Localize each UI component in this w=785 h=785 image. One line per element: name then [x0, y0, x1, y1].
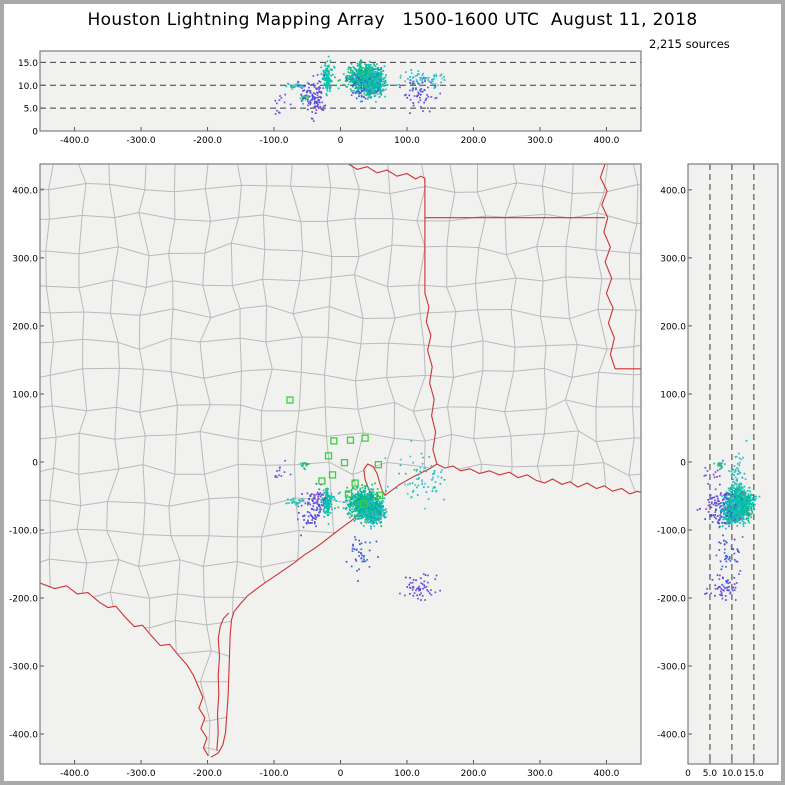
axis-ticks-and-labels: -400.0 -300.0 -200.0 -100.0 0 100.0 200.0 300.0… [18, 59, 620, 146]
svg-text:400.0: 400.0 [660, 186, 686, 196]
state-border-laguna-madre-shore [216, 612, 230, 751]
page-title: Houston Lightning Mapping Array 1500-160… [87, 10, 698, 30]
plot-frame [687, 163, 779, 765]
svg-text:100.0: 100.0 [660, 390, 686, 400]
station-marker [340, 458, 349, 467]
svg-text:15.0: 15.0 [18, 59, 38, 69]
svg-text:-400.0: -400.0 [657, 731, 686, 741]
svg-text:100.0: 100.0 [12, 390, 38, 400]
lightning-points-layer [274, 55, 446, 122]
station-marker [351, 479, 359, 487]
state-border-texas-east-border [424, 178, 438, 465]
svg-text:15.0: 15.0 [744, 769, 764, 779]
county-lines-layer [40, 164, 641, 758]
svg-text:-300.0: -300.0 [127, 769, 156, 779]
dashed-gridlines [40, 61, 641, 109]
svg-text:-400.0: -400.0 [60, 769, 89, 779]
svg-text:100.0: 100.0 [394, 769, 420, 779]
svg-text:0: 0 [685, 769, 691, 779]
state-border-red-river [348, 164, 426, 180]
data-layer [40, 164, 641, 758]
svg-text:300.0: 300.0 [527, 769, 553, 779]
sources-count-label: 2,215 sources [649, 37, 730, 51]
svg-text:0: 0 [32, 128, 38, 138]
data-layer [274, 55, 446, 122]
svg-text:-200.0: -200.0 [193, 769, 222, 779]
station-marker [318, 477, 326, 485]
svg-text:100.0: 100.0 [394, 136, 420, 146]
station-markers-layer [286, 396, 384, 508]
svg-text:5.0: 5.0 [703, 769, 718, 779]
svg-text:0: 0 [680, 458, 686, 468]
altitude-vs-northsouth-panel: 0 5.0 10.0 15.0 400.0 300.0 200.0 100.0 0 -100.0 -… [657, 163, 779, 779]
svg-text:300.0: 300.0 [660, 254, 686, 264]
svg-text:300.0: 300.0 [12, 254, 38, 264]
svg-text:5.0: 5.0 [24, 105, 39, 115]
axis-ticks-and-labels: 0 5.0 10.0 15.0 400.0 300.0 200.0 100.0 0 -100.0 -… [657, 186, 764, 779]
svg-text:200.0: 200.0 [660, 322, 686, 332]
svg-text:10.0: 10.0 [18, 82, 38, 92]
svg-text:10.0: 10.0 [722, 769, 742, 779]
plot-background [40, 51, 641, 131]
plot-background [40, 164, 641, 764]
svg-text:300.0: 300.0 [527, 136, 553, 146]
svg-text:400.0: 400.0 [12, 186, 38, 196]
svg-text:-300.0: -300.0 [657, 663, 686, 673]
station-marker [328, 471, 337, 479]
svg-text:-100.0: -100.0 [260, 769, 289, 779]
lightning-points-layer [274, 439, 446, 601]
svg-text:200.0: 200.0 [12, 322, 38, 332]
station-marker [361, 434, 369, 442]
svg-text:-100.0: -100.0 [9, 526, 38, 536]
station-marker [346, 436, 355, 444]
lightning-points-layer [696, 439, 761, 601]
altitude-vs-eastwest-panel: -400.0 -300.0 -200.0 -100.0 0 100.0 200.0 300.0… [18, 50, 642, 146]
svg-text:-400.0: -400.0 [9, 731, 38, 741]
plot-background [688, 164, 778, 764]
svg-text:-200.0: -200.0 [9, 595, 38, 605]
axis-ticks-and-labels: -400.0 -300.0 -200.0 -100.0 0 100.0 200.0 300.0… [9, 186, 620, 779]
state-border-rio-grande [40, 582, 209, 757]
plan-view-map-panel: -400.0 -300.0 -200.0 -100.0 0 100.0 200.0 300.0… [9, 163, 642, 779]
svg-text:-100.0: -100.0 [657, 526, 686, 536]
plot-frame [39, 50, 642, 132]
station-marker [324, 452, 333, 460]
plot-frame [39, 163, 642, 765]
data-layer [696, 439, 761, 601]
svg-text:-300.0: -300.0 [127, 136, 156, 146]
station-marker [286, 396, 294, 404]
svg-text:200.0: 200.0 [461, 769, 487, 779]
svg-text:0: 0 [32, 458, 38, 468]
svg-text:400.0: 400.0 [594, 136, 620, 146]
svg-text:200.0: 200.0 [461, 136, 487, 146]
station-marker [374, 461, 383, 469]
svg-text:0: 0 [338, 769, 344, 779]
svg-text:-400.0: -400.0 [60, 136, 89, 146]
state-border-mississippi-river [599, 164, 616, 369]
svg-text:-300.0: -300.0 [9, 663, 38, 673]
station-marker [376, 491, 384, 499]
state-borders-layer [40, 164, 641, 758]
dashed-gridlines [709, 164, 755, 764]
station-marker [330, 437, 338, 445]
svg-text:400.0: 400.0 [594, 769, 620, 779]
svg-text:-200.0: -200.0 [657, 595, 686, 605]
svg-text:-200.0: -200.0 [193, 136, 222, 146]
svg-text:0: 0 [338, 136, 344, 146]
station-marker [344, 490, 353, 498]
svg-text:-100.0: -100.0 [260, 136, 289, 146]
station-marker [360, 500, 368, 508]
state-border-gulf-coast [210, 463, 641, 758]
